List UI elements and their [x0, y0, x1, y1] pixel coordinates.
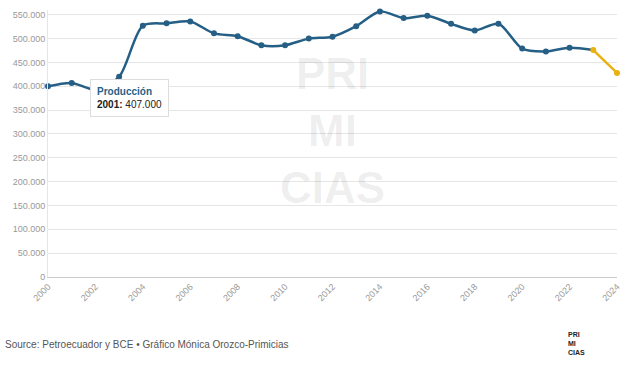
svg-text:2024: 2024 [600, 282, 621, 303]
svg-text:2004: 2004 [126, 282, 147, 303]
svg-text:2010: 2010 [268, 282, 289, 303]
svg-text:550.000: 550.000 [13, 10, 46, 20]
svg-text:300.000: 300.000 [13, 129, 46, 139]
svg-text:2012: 2012 [316, 282, 337, 303]
svg-text:2022: 2022 [553, 282, 574, 303]
svg-text:350.000: 350.000 [13, 105, 46, 115]
svg-text:PRIMICIAS: PRIMICIAS [568, 331, 585, 356]
svg-text:2008: 2008 [221, 282, 242, 303]
svg-text:2000: 2000 [31, 282, 52, 303]
svg-text:2002: 2002 [79, 282, 100, 303]
svg-text:PRIMICIAS: PRIMICIAS [280, 49, 385, 212]
svg-text:2018: 2018 [458, 282, 479, 303]
svg-text:200.000: 200.000 [13, 177, 46, 187]
svg-text:Producción2001: 407.000: Producción2001: 407.000 [97, 86, 162, 110]
svg-text:2014: 2014 [363, 282, 384, 303]
svg-text:2020: 2020 [506, 282, 527, 303]
svg-text:50.000: 50.000 [18, 248, 46, 258]
svg-text:2006: 2006 [174, 282, 195, 303]
svg-text:2016: 2016 [411, 282, 432, 303]
svg-text:450.000: 450.000 [13, 58, 46, 68]
svg-text:100.000: 100.000 [13, 224, 46, 234]
svg-text:0: 0 [40, 272, 45, 282]
svg-text:500.000: 500.000 [13, 34, 46, 44]
svg-text:250.000: 250.000 [13, 153, 46, 163]
svg-text:Source: Petroecuador y BCE • G: Source: Petroecuador y BCE • Gráfico Món… [5, 339, 289, 350]
svg-text:400.000: 400.000 [13, 81, 46, 91]
svg-text:150.000: 150.000 [13, 201, 46, 211]
